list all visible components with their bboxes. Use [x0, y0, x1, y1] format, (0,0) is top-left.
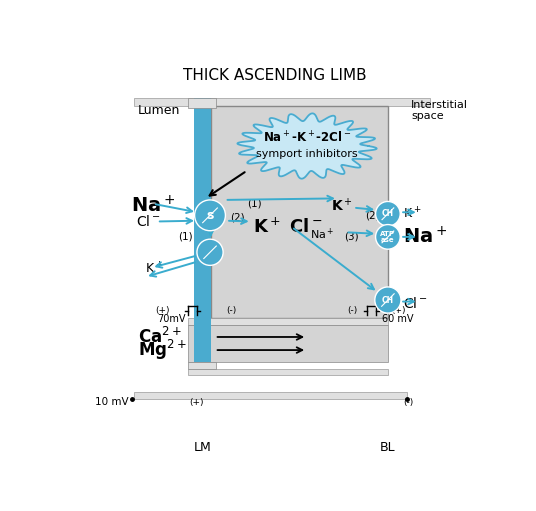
Text: Lumen: Lumen: [138, 104, 180, 117]
Bar: [188, 362, 216, 369]
Text: Na$^+$-K$^+$-2Cl$^-$: Na$^+$-K$^+$-2Cl$^-$: [263, 131, 351, 146]
Bar: [188, 369, 388, 376]
Text: (-): (-): [347, 306, 357, 315]
Text: CH: CH: [382, 210, 394, 218]
Text: THICK ASCENDING LIMB: THICK ASCENDING LIMB: [183, 67, 367, 83]
Bar: [134, 392, 407, 399]
Circle shape: [197, 239, 223, 265]
Bar: [194, 98, 211, 349]
Text: K$^+$ Cl$^-$: K$^+$ Cl$^-$: [253, 217, 323, 237]
Text: Cl$^-$: Cl$^-$: [136, 214, 161, 229]
Bar: [188, 318, 388, 326]
Text: Ca$^{2+}$: Ca$^{2+}$: [138, 327, 181, 347]
Text: K$^+$: K$^+$: [403, 206, 422, 221]
Text: (1): (1): [178, 232, 193, 242]
Bar: [194, 326, 211, 362]
Text: (-): (-): [403, 398, 414, 407]
Text: (+): (+): [155, 306, 170, 315]
Text: 60 mV: 60 mV: [383, 314, 414, 324]
Text: CH: CH: [382, 295, 394, 305]
Text: symport inhibitors: symport inhibitors: [256, 149, 358, 159]
Text: BL: BL: [380, 442, 396, 454]
Text: (1): (1): [247, 199, 262, 209]
Text: Mg$^{2+}$: Mg$^{2+}$: [138, 338, 187, 362]
Text: Na$^+$: Na$^+$: [310, 227, 335, 242]
Text: s: s: [206, 209, 214, 222]
Text: (+): (+): [189, 398, 204, 407]
Bar: [188, 326, 388, 362]
Text: Na$^+$: Na$^+$: [131, 195, 176, 217]
Circle shape: [376, 224, 400, 249]
Bar: [211, 98, 430, 106]
Circle shape: [195, 200, 226, 231]
Bar: [211, 106, 388, 318]
Text: Cl$^-$: Cl$^-$: [403, 296, 428, 311]
Text: ATP
ase: ATP ase: [381, 231, 396, 243]
Bar: [134, 98, 211, 106]
Text: (2): (2): [365, 211, 379, 220]
Text: 70mV: 70mV: [157, 314, 185, 324]
Text: (2): (2): [230, 213, 244, 223]
Text: K$^+$: K$^+$: [145, 262, 163, 277]
Text: (-): (-): [226, 306, 236, 315]
Circle shape: [375, 287, 401, 313]
Circle shape: [376, 201, 400, 226]
Bar: [188, 98, 216, 107]
Polygon shape: [237, 113, 377, 179]
Text: Na$^+$: Na$^+$: [403, 226, 448, 247]
Text: K$^+$: K$^+$: [331, 197, 353, 215]
Text: (3): (3): [344, 232, 359, 242]
Text: 10 mV: 10 mV: [95, 398, 129, 407]
Text: (+): (+): [392, 306, 406, 315]
Text: Interstitial
space: Interstitial space: [411, 100, 468, 122]
Text: LM: LM: [193, 442, 211, 454]
